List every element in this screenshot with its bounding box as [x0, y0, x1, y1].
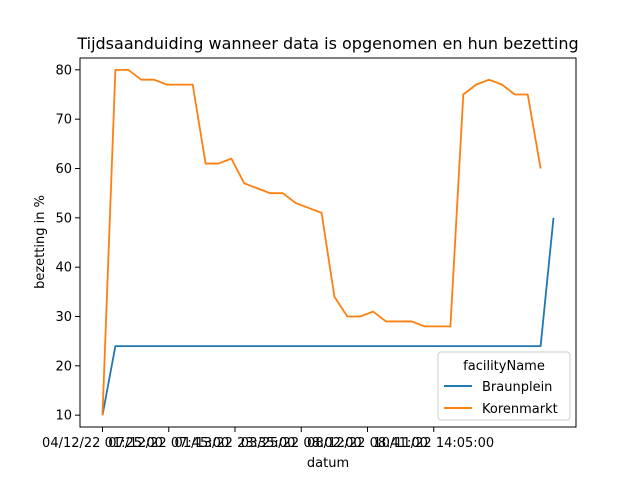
legend: facilityName Braunplein Korenmarkt — [437, 351, 571, 421]
y-tick-label: 30 — [55, 310, 72, 325]
x-tick-label: 08/12/22 08:41:00 — [307, 436, 428, 451]
x-tick-label: 04/12/22 01:25:00 — [42, 436, 163, 451]
x-tick-label: 03/25/22 08:02:00 — [241, 436, 362, 451]
x-tick-label: 01/13/22 23:35:00 — [175, 436, 296, 451]
y-tick-label: 80 — [55, 63, 72, 78]
series-lines — [101, 68, 555, 416]
y-tick-label: 60 — [55, 162, 72, 177]
y-tick-label: 50 — [55, 211, 72, 226]
y-tick-label: 20 — [55, 359, 72, 374]
x-axis-label: datum — [307, 456, 349, 471]
legend-label-korenmarkt: Korenmarkt — [482, 402, 558, 417]
chart-title: Tijdsaanduiding wanneer data is opgenome… — [76, 34, 578, 53]
y-tick-label: 10 — [55, 409, 72, 424]
plot-area-frame — [79, 57, 577, 428]
x-tick-label: 07/12/22 07:45:00 — [108, 436, 229, 451]
legend-box — [437, 351, 571, 421]
series-line-korenmarkt — [101, 68, 542, 416]
legend-title: facilityName — [463, 359, 545, 374]
y-tick-label: 40 — [55, 261, 72, 276]
y-axis-ticks: 10 20 30 40 50 60 70 80 — [55, 63, 80, 424]
x-tick-label: 10/11/22 14:05:00 — [373, 436, 494, 451]
y-tick-label: 70 — [55, 113, 72, 128]
series-line-braunplein — [101, 217, 555, 416]
legend-label-braunplein: Braunplein — [482, 380, 552, 395]
y-axis-label: bezetting in % — [33, 195, 48, 289]
